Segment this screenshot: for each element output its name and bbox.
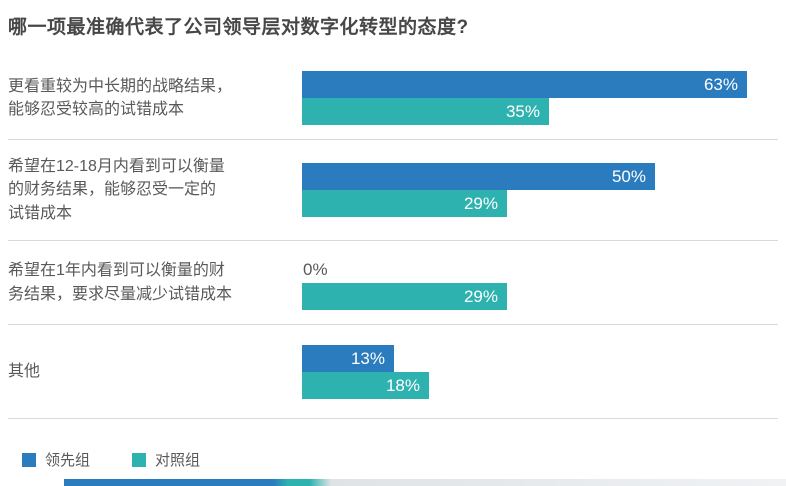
- category-label: 希望在1年内看到可以衡量的财 务结果，要求尽量减少试错成本: [8, 262, 233, 303]
- row-divider: [8, 240, 778, 241]
- chart-row: 其他 13% 18%: [8, 325, 786, 418]
- bar-group: 50% 29%: [302, 163, 786, 217]
- legend-item-领先组: 领先组: [22, 449, 90, 470]
- bottom-gradient-strip: [64, 479, 786, 486]
- category-label: 其他: [8, 362, 41, 380]
- row-divider: [8, 418, 778, 419]
- legend-swatch-icon: [132, 452, 147, 467]
- bar-领先组-2: 0%: [303, 259, 328, 279]
- chart-row: 希望在12-18月内看到可以衡量 的财务结果，能够忍受一定的 试错成本 50% 29…: [8, 140, 786, 240]
- category-label: 希望在12-18月内看到可以衡量 的财务结果，能够忍受一定的 试错成本: [8, 158, 225, 222]
- legend-swatch-icon: [22, 452, 36, 467]
- chart-legend: 领先组 对照组: [22, 449, 786, 470]
- legend-label: 领先组: [45, 452, 91, 469]
- chart-row: 希望在1年内看到可以衡量的财 务结果，要求尽量减少试错成本 0% 29%: [8, 241, 786, 324]
- bar-group: 0% 29%: [302, 256, 786, 310]
- legend-item-对照组: 对照组: [132, 449, 200, 470]
- bar-领先组-0: 63%: [302, 71, 747, 98]
- row-divider: [8, 139, 778, 140]
- chart-row: 更看重较为中长期的战略结果， 能够忍受较高的试错成本 63% 35%: [8, 57, 786, 139]
- bar-chart-panel: 哪一项最准确代表了公司领导层对数字化转型的态度? 更看重较为中长期的战略结果， …: [8, 17, 786, 470]
- legend-label: 对照组: [155, 452, 201, 469]
- bar-对照组-1: 29%: [302, 190, 507, 217]
- bar-chart: 更看重较为中长期的战略结果， 能够忍受较高的试错成本 63% 35% 希望在12-18…: [8, 57, 786, 419]
- row-divider: [8, 324, 778, 325]
- bar-领先组-1: 50%: [302, 163, 655, 190]
- bar-group: 63% 35%: [302, 71, 786, 125]
- bar-领先组-3: 13%: [302, 344, 394, 372]
- bar-对照组-3: 18%: [302, 371, 429, 399]
- bar-group: 13% 18%: [302, 344, 786, 399]
- bar-对照组-0: 35%: [302, 98, 549, 125]
- category-label: 更看重较为中长期的战略结果， 能够忍受较高的试错成本: [8, 77, 233, 118]
- bar-对照组-2: 29%: [302, 282, 507, 310]
- chart-title: 哪一项最准确代表了公司领导层对数字化转型的态度?: [8, 17, 469, 38]
